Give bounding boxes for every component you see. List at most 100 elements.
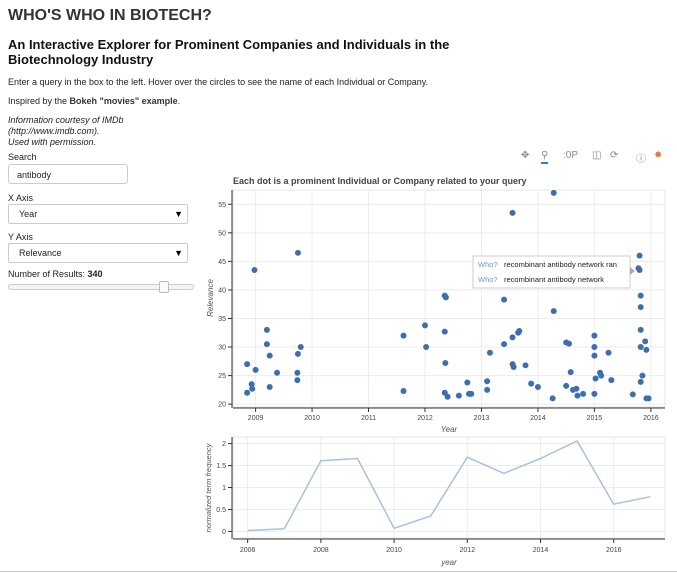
data-point[interactable] [637, 292, 644, 299]
results-count: 340 [87, 269, 103, 279]
data-point[interactable] [249, 385, 256, 392]
data-point[interactable] [442, 360, 449, 367]
data-point[interactable] [486, 349, 493, 356]
line-x-label: year [440, 558, 457, 567]
x-tick-label: 2015 [587, 415, 603, 422]
data-point[interactable] [484, 378, 491, 385]
scatter-x-ticks: 2009 2010 2011 2012 2013 2014 2015 2016 [248, 408, 659, 422]
x-axis-select[interactable]: Year ▼ [8, 204, 188, 224]
credits: Information courtesy of IMDb (http://www… [8, 115, 124, 148]
movies-example-link[interactable]: Bokeh "movies" example [69, 96, 178, 106]
data-point[interactable] [244, 389, 251, 396]
help-icon[interactable]: ⓘ [636, 154, 646, 165]
tooltip-key: Who? [478, 275, 498, 284]
data-point[interactable] [550, 189, 557, 196]
data-point[interactable] [294, 350, 301, 357]
data-point[interactable] [510, 364, 517, 371]
pan-icon[interactable]: ✥ [521, 150, 530, 161]
y-axis-select[interactable]: Relevance ▼ [8, 243, 188, 263]
data-point[interactable] [441, 328, 448, 335]
data-point[interactable] [444, 393, 451, 400]
data-point[interactable] [501, 341, 508, 348]
data-point[interactable] [244, 361, 251, 368]
data-point[interactable] [549, 395, 556, 402]
data-point[interactable] [642, 338, 649, 345]
x-tick-label: 2014 [533, 547, 549, 554]
data-point[interactable] [400, 388, 407, 395]
data-point[interactable] [400, 332, 407, 339]
data-point[interactable] [422, 322, 428, 329]
y-tick-label: 25 [218, 373, 226, 380]
data-point[interactable] [484, 386, 491, 393]
data-point[interactable] [592, 375, 599, 382]
data-point[interactable] [591, 344, 598, 351]
data-point[interactable] [423, 344, 430, 351]
dropdown-arrow-icon: ▼ [174, 248, 183, 258]
data-point[interactable] [563, 382, 570, 389]
data-point[interactable] [566, 340, 572, 347]
data-point[interactable] [266, 384, 273, 391]
data-point[interactable] [248, 381, 255, 388]
y-tick-label: 0 [222, 529, 226, 536]
data-point[interactable] [294, 377, 301, 384]
y-tick-label: 0.5 [216, 507, 226, 514]
save-icon[interactable]: ◫ [592, 150, 602, 161]
y-axis-label: Y Axis [8, 232, 33, 242]
credits-line: Information courtesy of IMDb [8, 115, 124, 125]
data-point[interactable] [263, 341, 270, 348]
data-point[interactable] [591, 332, 598, 339]
wheel-zoom-icon[interactable]: :0Ρ [563, 150, 579, 161]
data-point[interactable] [574, 392, 581, 399]
data-point[interactable] [294, 369, 301, 376]
data-point[interactable] [637, 304, 644, 311]
data-point[interactable] [636, 266, 643, 273]
data-point[interactable] [522, 362, 529, 369]
data-point[interactable] [550, 308, 557, 315]
data-point[interactable] [567, 369, 574, 376]
data-point[interactable] [266, 352, 273, 359]
data-point[interactable] [591, 352, 598, 359]
data-point[interactable] [455, 392, 462, 399]
data-point[interactable] [534, 384, 541, 391]
data-point[interactable] [637, 378, 644, 385]
data-point[interactable] [501, 296, 508, 303]
data-point[interactable] [591, 390, 598, 397]
data-point[interactable] [509, 334, 516, 341]
line-y-ticks: 0 0.5 1 1.5 2 [216, 441, 232, 536]
data-point[interactable] [598, 372, 605, 379]
data-point[interactable] [605, 349, 612, 356]
data-point[interactable] [573, 385, 580, 392]
scatter-title: Each dot is a prominent Individual or Co… [233, 176, 527, 186]
data-point[interactable] [516, 328, 523, 335]
data-point[interactable] [468, 390, 475, 397]
y-tick-label: 35 [218, 316, 226, 323]
data-point[interactable] [639, 372, 646, 379]
data-point[interactable] [643, 346, 650, 353]
data-point[interactable] [509, 209, 516, 216]
data-point[interactable] [294, 249, 301, 256]
scatter-y-ticks: 20 25 30 35 40 45 50 55 [218, 202, 232, 409]
y-tick-label: 1.5 [216, 463, 226, 470]
slider-handle[interactable] [159, 281, 169, 293]
data-point[interactable] [263, 326, 270, 333]
data-point[interactable] [637, 326, 644, 333]
data-point[interactable] [251, 266, 258, 273]
data-point[interactable] [274, 369, 281, 376]
results-slider[interactable] [8, 281, 194, 293]
box-zoom-icon[interactable]: ⚲ [541, 150, 549, 164]
y-tick-label: 45 [218, 259, 226, 266]
data-point[interactable] [442, 294, 449, 301]
search-input[interactable]: antibody [8, 164, 128, 184]
data-point[interactable] [464, 379, 471, 386]
data-point[interactable] [636, 252, 643, 259]
data-point[interactable] [528, 380, 535, 387]
data-point[interactable] [297, 344, 304, 351]
data-point[interactable] [252, 366, 259, 373]
data-point[interactable] [637, 344, 644, 351]
data-point[interactable] [629, 391, 636, 398]
data-point[interactable] [645, 395, 652, 402]
data-point[interactable] [580, 390, 587, 397]
bokeh-logo-icon[interactable]: ✸ [654, 150, 663, 161]
reset-icon[interactable]: ⟳ [610, 150, 619, 161]
data-point[interactable] [608, 377, 615, 384]
